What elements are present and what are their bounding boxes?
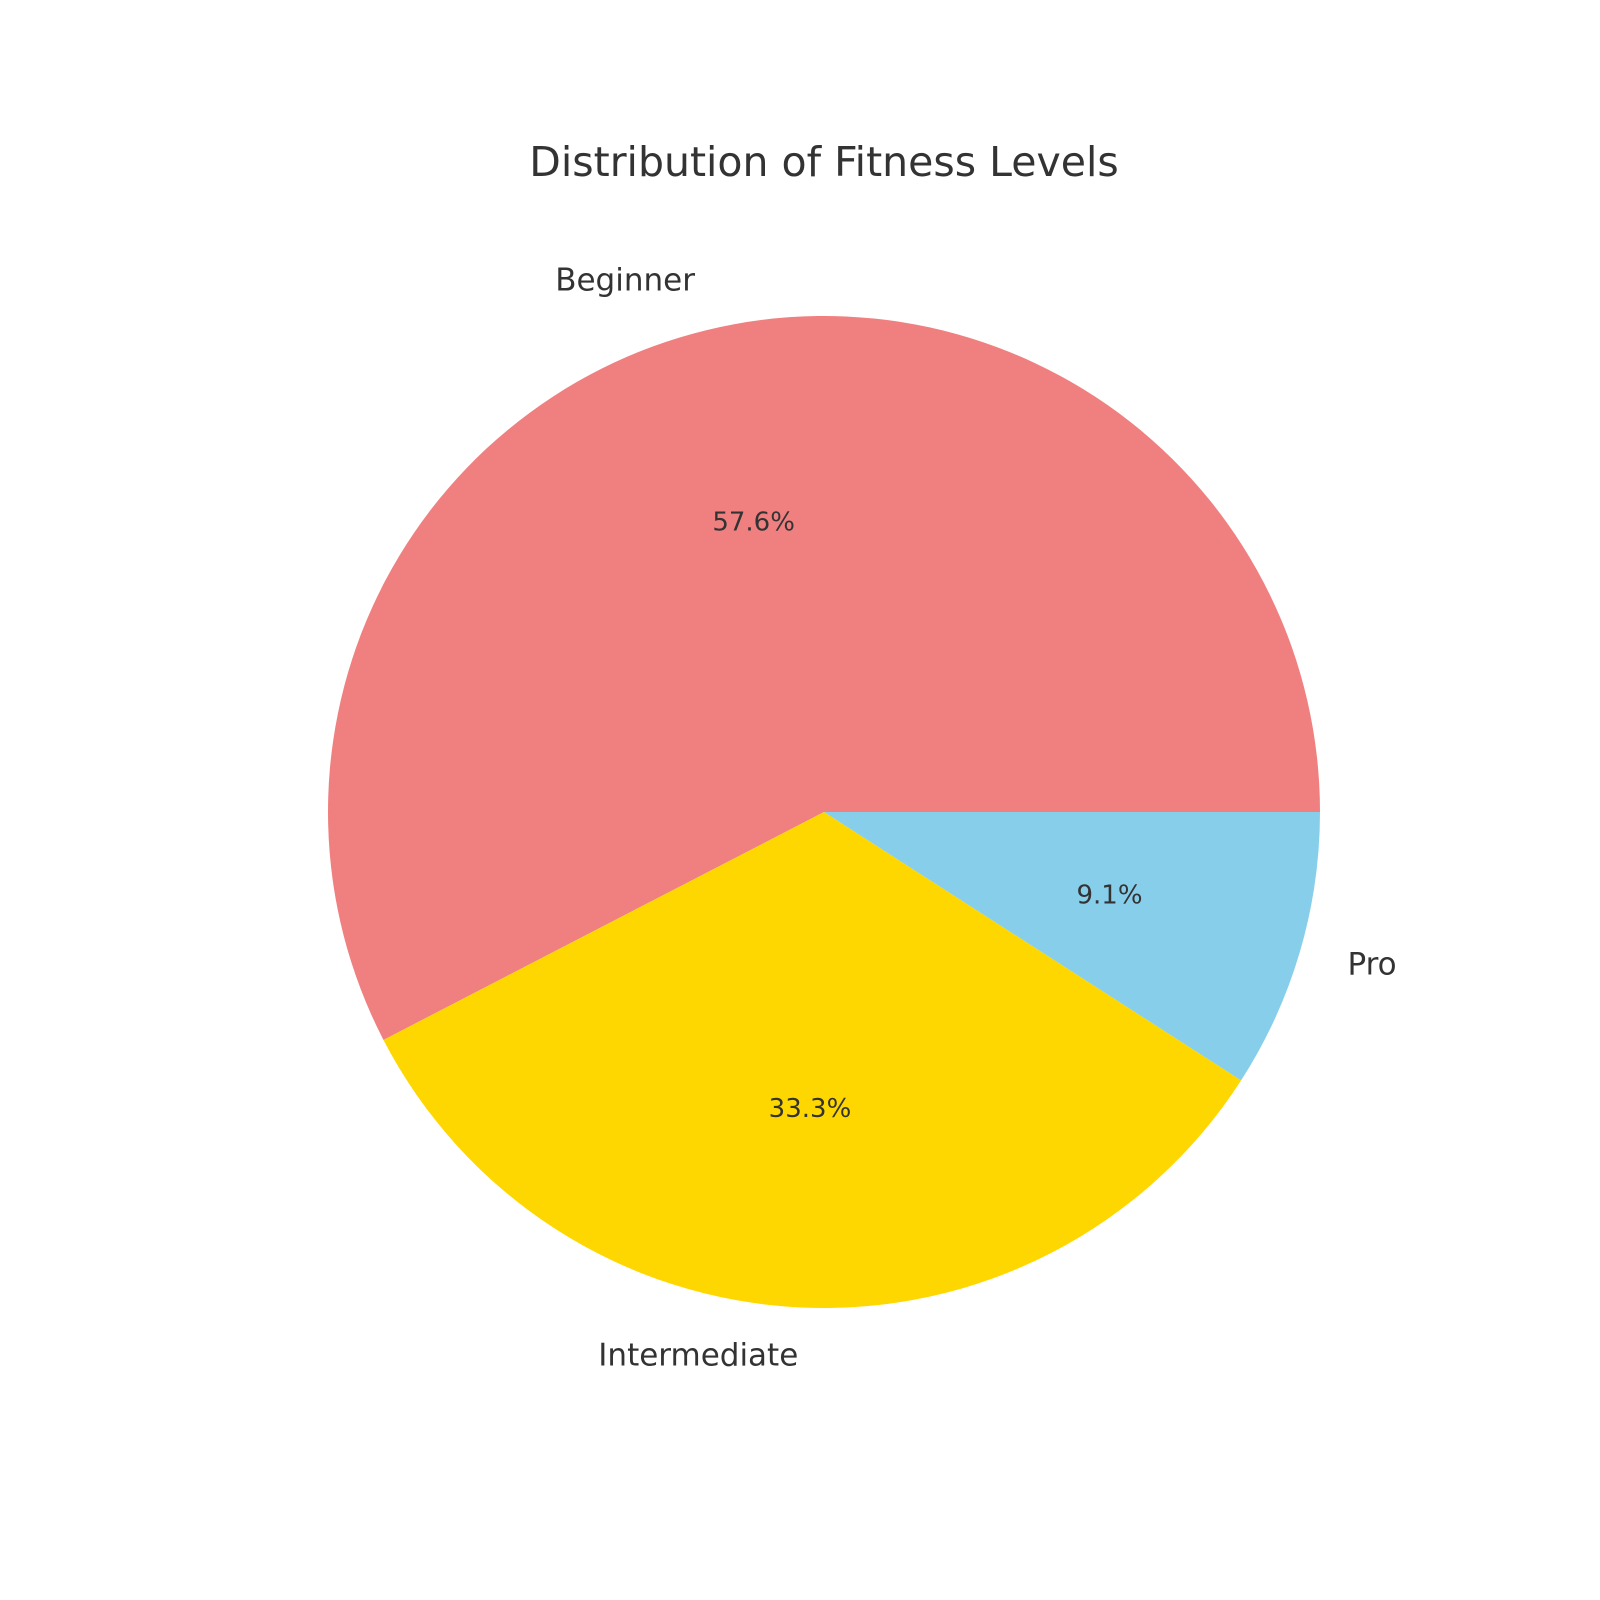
pie-labels: Beginner 57.6% Intermediate 33.3% Pro 9.1%: [555, 262, 1396, 1373]
slice-label-beginner: Beginner: [555, 262, 695, 298]
pie-slice-beginner: [327, 315, 1320, 1040]
slice-label-pro: Pro: [1347, 946, 1396, 982]
pct-label-pro: 9.1%: [1076, 880, 1142, 910]
pct-label-beginner: 57.6%: [712, 507, 795, 537]
pct-label-intermediate: 33.3%: [769, 1094, 852, 1124]
chart-title: Distribution of Fitness Levels: [529, 138, 1118, 186]
pie-slice-intermediate: [383, 812, 1242, 1308]
pie-slices: [327, 315, 1320, 1308]
slice-label-intermediate: Intermediate: [598, 1337, 798, 1373]
pie-slice-pro: [824, 812, 1320, 1081]
